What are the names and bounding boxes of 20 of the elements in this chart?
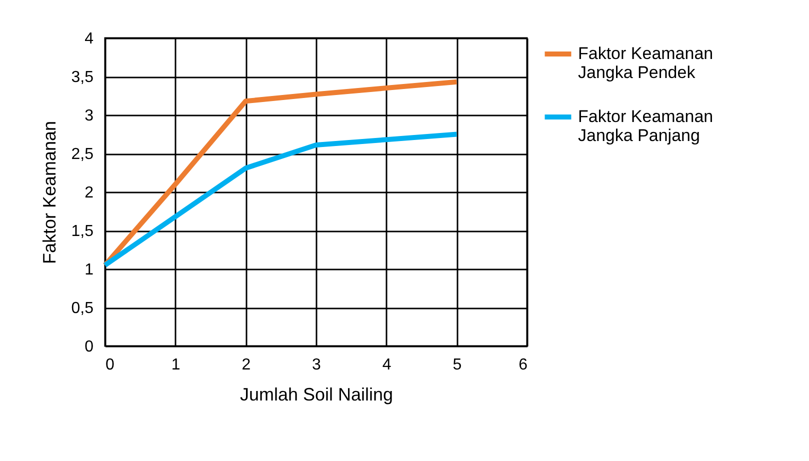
y-tick-label: 0,5 <box>71 300 94 317</box>
y-tick-label: 3 <box>84 108 94 124</box>
legend-label: Faktor Keamanan Jangka Pendek <box>578 44 714 82</box>
x-tick-label: 3 <box>312 356 322 374</box>
y-tick-label: 4 <box>84 30 94 48</box>
y-tick-label: 2,5 <box>71 146 94 163</box>
legend-label: Faktor Keamanan Jangka Panjang <box>578 107 714 145</box>
y-axis-title: Faktor Keamanan <box>39 120 60 264</box>
y-tick-label: 3,5 <box>71 69 94 86</box>
x-tick-label: 0 <box>106 356 114 374</box>
y-tick-label: 2 <box>84 184 94 202</box>
x-tick-label: 6 <box>518 356 528 374</box>
x-tick-label: 2 <box>242 356 251 374</box>
x-tick-label: 1 <box>171 356 180 374</box>
y-tick-label: 1 <box>84 262 94 278</box>
x-tick-label: 5 <box>452 356 462 374</box>
y-tick-label: 0 <box>84 338 94 356</box>
x-axis-title: Jumlah Soil Nailing <box>240 384 394 404</box>
x-tick-label: 4 <box>382 356 392 374</box>
y-tick-label: 1,5 <box>71 223 94 240</box>
